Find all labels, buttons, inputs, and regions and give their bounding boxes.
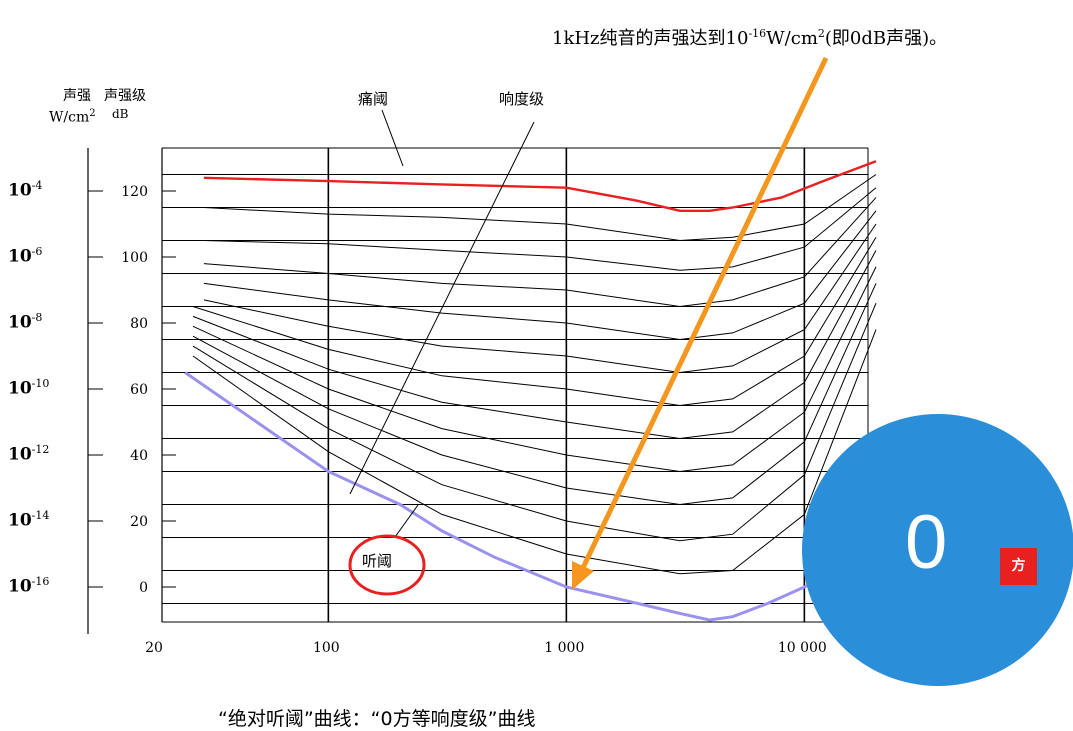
y-tick-label: 20 bbox=[130, 514, 148, 530]
top-annotation: 1kHz纯音的声强达到10-16W/cm2(即0dB声强)。 bbox=[552, 24, 947, 50]
grid bbox=[162, 147, 869, 623]
intensity-header: 声强 W/cm2 bbox=[49, 87, 96, 127]
level-header: 声强级 dB bbox=[104, 87, 146, 123]
x-tick-label: 20 bbox=[145, 640, 163, 656]
equal-loudness-curve bbox=[192, 266, 877, 473]
equal-loudness-curve bbox=[192, 236, 877, 407]
annotation-exp: -16 bbox=[748, 27, 767, 40]
intensity-label: 10-16 bbox=[8, 575, 50, 597]
intensity-label: 10-6 bbox=[8, 245, 43, 267]
pain-label: 痛阈 bbox=[358, 90, 388, 108]
pain-label-group: 痛阈 bbox=[358, 90, 388, 108]
annotation-exp2: 2 bbox=[817, 27, 825, 40]
intensity-unit-exp: 2 bbox=[89, 108, 96, 119]
equal-loudness-curve bbox=[203, 223, 877, 374]
loudness-pointer bbox=[349, 121, 535, 495]
hearing-pointer bbox=[394, 504, 419, 538]
label-pointers bbox=[349, 109, 535, 538]
equal-loudness-curve bbox=[192, 329, 877, 575]
intensity-label: 10-10 bbox=[8, 377, 50, 399]
level-title: 声强级 bbox=[104, 88, 146, 104]
chart-caption: “绝对听阈”曲线：“0方等响度级”曲线 bbox=[218, 708, 536, 730]
equal-loudness-curve bbox=[203, 174, 877, 242]
y-tick-label: 0 bbox=[139, 580, 148, 596]
bubble-unit-badge: 方 bbox=[1000, 548, 1037, 585]
y-tick-label: 60 bbox=[130, 382, 148, 398]
level-unit: dB bbox=[112, 107, 129, 121]
hearing-threshold-curve bbox=[184, 371, 833, 622]
y-tick-label: 100 bbox=[121, 250, 148, 266]
equal-loudness-curve bbox=[203, 187, 877, 271]
hearing-label: 听阈 bbox=[362, 552, 392, 570]
intensity-label: 10-4 bbox=[8, 179, 43, 201]
x-tick-label: 1 000 bbox=[544, 640, 584, 656]
intensity-label: 10-8 bbox=[8, 311, 43, 333]
y-tick-label: 40 bbox=[130, 448, 148, 464]
annotation-suffix: W/cm bbox=[766, 28, 818, 49]
equal-loudness-curve bbox=[192, 250, 877, 440]
x-tick-label: 10 000 bbox=[778, 640, 827, 656]
bubble-value: 0 bbox=[905, 500, 948, 585]
y-tick-label: 120 bbox=[121, 184, 148, 200]
annotation-arrow bbox=[572, 56, 829, 590]
equal-loudness-curves bbox=[184, 160, 877, 622]
equal-loudness-curve bbox=[203, 210, 877, 341]
intensity-label: 10-14 bbox=[8, 509, 50, 531]
intensity-title: 声强 bbox=[63, 88, 91, 104]
y-tick-label: 80 bbox=[130, 316, 148, 332]
hearing-highlight-circle bbox=[348, 534, 426, 596]
pain-pointer bbox=[381, 109, 404, 167]
annotation-prefix: 1kHz纯音的声强达到10 bbox=[552, 28, 749, 49]
x-tick-label: 100 bbox=[313, 640, 340, 656]
annotation-tail: (即0dB声强)。 bbox=[824, 28, 948, 49]
axis-ticks: 120 100 80 60 40 20 0 20 100 1 000 10 000 bbox=[88, 184, 827, 656]
equal-loudness-curve bbox=[192, 303, 877, 542]
intensity-unit: W/cm bbox=[49, 109, 90, 126]
loudness-label: 响度级 bbox=[499, 90, 544, 108]
pain-threshold-curve bbox=[203, 160, 877, 212]
equal-loudness-curve bbox=[192, 283, 877, 506]
intensity-label: 10-12 bbox=[8, 443, 50, 465]
equal-loudness-curve bbox=[203, 197, 877, 308]
